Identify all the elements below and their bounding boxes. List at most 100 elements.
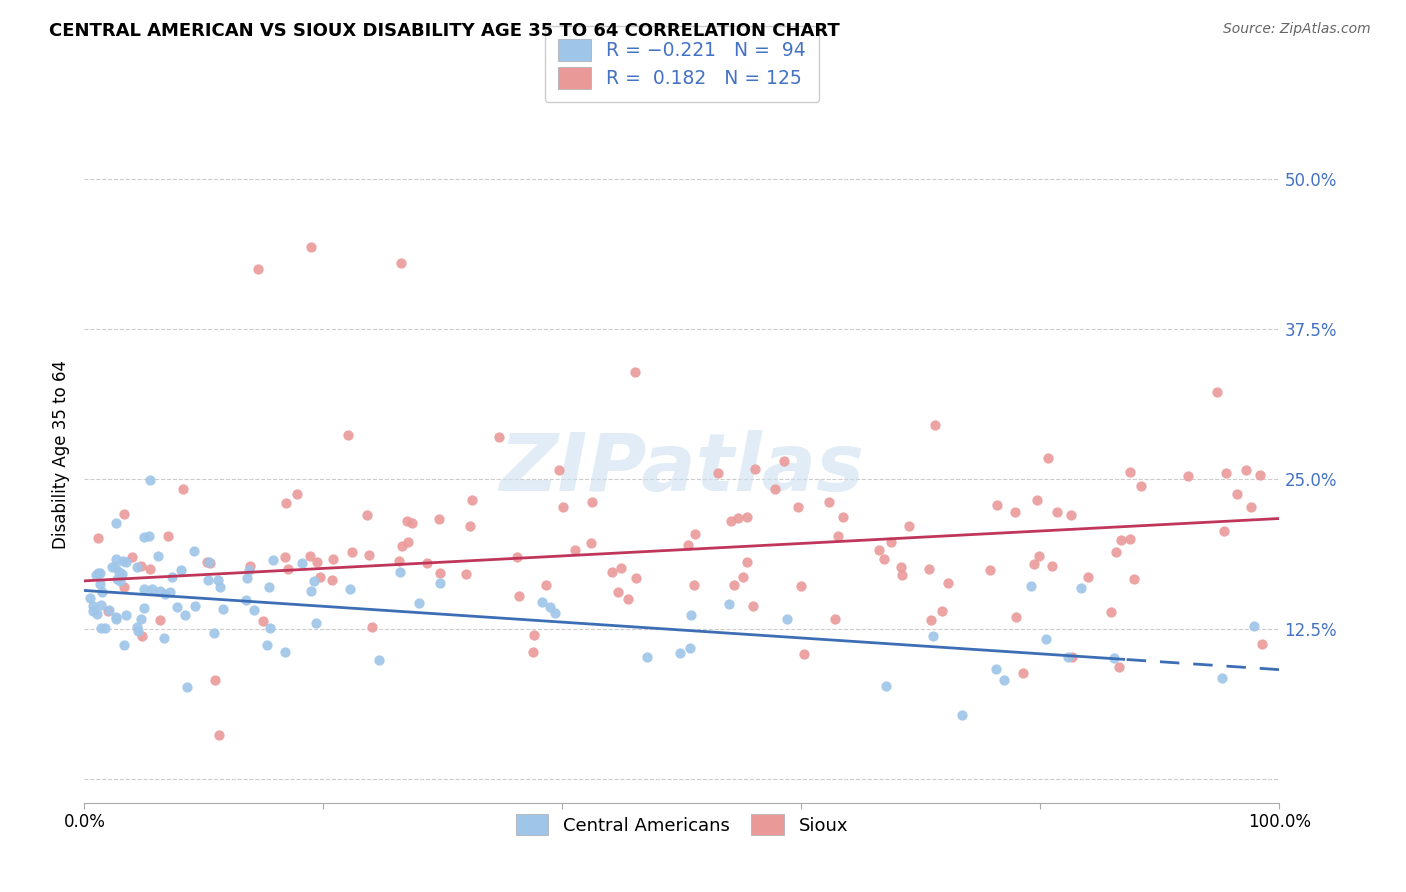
Point xyxy=(873,552,896,566)
Point xyxy=(115,556,138,570)
Point xyxy=(508,589,530,603)
Point xyxy=(522,645,544,659)
Point xyxy=(305,615,328,630)
Point xyxy=(110,574,132,588)
Point xyxy=(114,608,136,623)
Point xyxy=(198,556,221,570)
Point xyxy=(131,558,153,573)
Point xyxy=(787,500,810,514)
Point xyxy=(921,629,943,643)
Point xyxy=(401,516,423,531)
Point xyxy=(530,595,553,609)
Point xyxy=(86,566,108,580)
Text: ZIPatlas: ZIPatlas xyxy=(499,430,865,508)
Point xyxy=(1012,665,1035,680)
Point xyxy=(765,482,787,496)
Point xyxy=(242,603,264,617)
Text: CENTRAL AMERICAN VS SIOUX DISABILITY AGE 35 TO 64 CORRELATION CHART: CENTRAL AMERICAN VS SIOUX DISABILITY AGE… xyxy=(49,22,839,40)
Point xyxy=(79,591,101,605)
Point xyxy=(669,646,692,660)
Point xyxy=(1057,649,1080,664)
Point xyxy=(235,592,257,607)
Point xyxy=(408,596,430,610)
Point xyxy=(389,256,412,270)
Point xyxy=(924,418,946,433)
Point xyxy=(1109,533,1132,547)
Point xyxy=(488,430,510,444)
Point xyxy=(564,542,586,557)
Point xyxy=(299,549,322,563)
Point xyxy=(920,613,942,627)
Point xyxy=(1212,524,1234,539)
Point xyxy=(460,518,482,533)
Point xyxy=(87,531,110,545)
Point xyxy=(415,556,437,570)
Point xyxy=(720,514,742,528)
Point xyxy=(256,638,278,652)
Point xyxy=(105,609,128,624)
Point xyxy=(91,585,114,599)
Point xyxy=(772,454,794,468)
Point xyxy=(141,582,163,597)
Point xyxy=(105,612,128,626)
Point xyxy=(387,553,409,567)
Point xyxy=(212,602,235,616)
Point xyxy=(718,597,741,611)
Point xyxy=(146,549,169,563)
Point xyxy=(129,612,152,626)
Point xyxy=(132,601,155,615)
Point xyxy=(744,462,766,476)
Point xyxy=(166,599,188,614)
Point xyxy=(685,527,707,541)
Point xyxy=(132,530,155,544)
Point xyxy=(396,534,419,549)
Y-axis label: Disability Age 35 to 64: Disability Age 35 to 64 xyxy=(52,360,70,549)
Point xyxy=(236,571,259,585)
Point xyxy=(173,607,195,622)
Point xyxy=(207,728,229,742)
Point xyxy=(86,607,108,622)
Point xyxy=(257,580,280,594)
Point xyxy=(1102,651,1125,665)
Point xyxy=(1177,469,1199,483)
Point xyxy=(1026,492,1049,507)
Point xyxy=(105,572,128,586)
Point xyxy=(159,585,181,599)
Point xyxy=(741,599,763,613)
Point xyxy=(1105,544,1128,558)
Point xyxy=(121,550,143,565)
Point xyxy=(1046,505,1069,519)
Point xyxy=(104,552,127,566)
Point xyxy=(107,565,129,579)
Point xyxy=(427,512,450,526)
Point xyxy=(125,559,148,574)
Point xyxy=(460,493,482,508)
Point xyxy=(678,641,700,656)
Point xyxy=(204,673,226,688)
Point xyxy=(111,554,134,568)
Point xyxy=(238,563,260,577)
Point xyxy=(818,495,841,509)
Point xyxy=(917,562,939,576)
Point xyxy=(132,582,155,596)
Point xyxy=(936,576,959,591)
Point xyxy=(600,565,623,579)
Point xyxy=(100,559,122,574)
Text: Source: ZipAtlas.com: Source: ZipAtlas.com xyxy=(1223,22,1371,37)
Point xyxy=(90,598,112,612)
Point xyxy=(737,510,759,524)
Point xyxy=(831,510,853,524)
Point xyxy=(1019,579,1042,593)
Point xyxy=(131,629,153,643)
Point xyxy=(1108,660,1130,674)
Point xyxy=(183,544,205,558)
Point xyxy=(1211,671,1233,685)
Point xyxy=(340,545,363,559)
Point xyxy=(172,483,194,497)
Point xyxy=(624,365,647,379)
Point xyxy=(285,486,308,500)
Point xyxy=(868,542,890,557)
Point xyxy=(1122,572,1144,586)
Point xyxy=(544,606,567,620)
Point xyxy=(1118,533,1140,547)
